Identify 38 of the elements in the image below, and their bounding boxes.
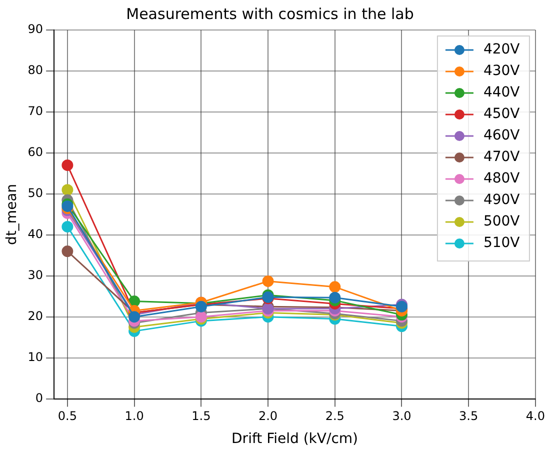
- x-tick-label: 2.5: [325, 409, 344, 424]
- x-tick-label: 1.5: [192, 409, 211, 424]
- chart-title: Measurements with cosmics in the lab: [126, 4, 414, 23]
- y-tick-label: 90: [28, 22, 44, 36]
- y-tick-label: 10: [28, 350, 44, 364]
- y-axis-title: dt_mean: [4, 184, 20, 245]
- x-tick-label: 3.0: [392, 409, 412, 424]
- x-tick-label: 3.5: [459, 409, 478, 424]
- x-tick-label: 0.5: [58, 409, 77, 424]
- legend-label: 510V: [483, 235, 520, 252]
- legend-label: 420V: [483, 42, 520, 58]
- point: [62, 246, 74, 258]
- point: [62, 159, 74, 171]
- y-tick-label: 20: [28, 308, 44, 323]
- y-tick-label: 0: [35, 390, 44, 405]
- y-tick-label: 30: [28, 268, 44, 282]
- y-tick-label: 50: [28, 186, 44, 200]
- y-tick-label: 60: [28, 145, 44, 160]
- point: [262, 275, 274, 287]
- x-tick-label: 4.0: [526, 409, 546, 424]
- point: [329, 281, 341, 293]
- legend-label: 500V: [483, 214, 520, 230]
- point: [62, 184, 74, 196]
- x-tick-label: 1.0: [124, 409, 144, 424]
- point: [329, 292, 341, 304]
- legend-label: 440V: [483, 84, 520, 101]
- x-tick-label: 2.0: [258, 409, 278, 424]
- legend-label: 480V: [483, 170, 520, 187]
- legend-label: 470V: [483, 149, 520, 166]
- legend-label: 490V: [483, 192, 520, 208]
- legend-label: 450V: [483, 106, 520, 122]
- y-tick-label: 40: [28, 227, 44, 242]
- point: [62, 220, 74, 232]
- legend-label: 460V: [483, 128, 520, 144]
- y-tick-label: 70: [28, 104, 44, 118]
- x-axis-title: Drift Field (kV/cm): [232, 431, 358, 448]
- y-tick-label: 80: [28, 63, 44, 78]
- legend-label: 430V: [483, 63, 520, 80]
